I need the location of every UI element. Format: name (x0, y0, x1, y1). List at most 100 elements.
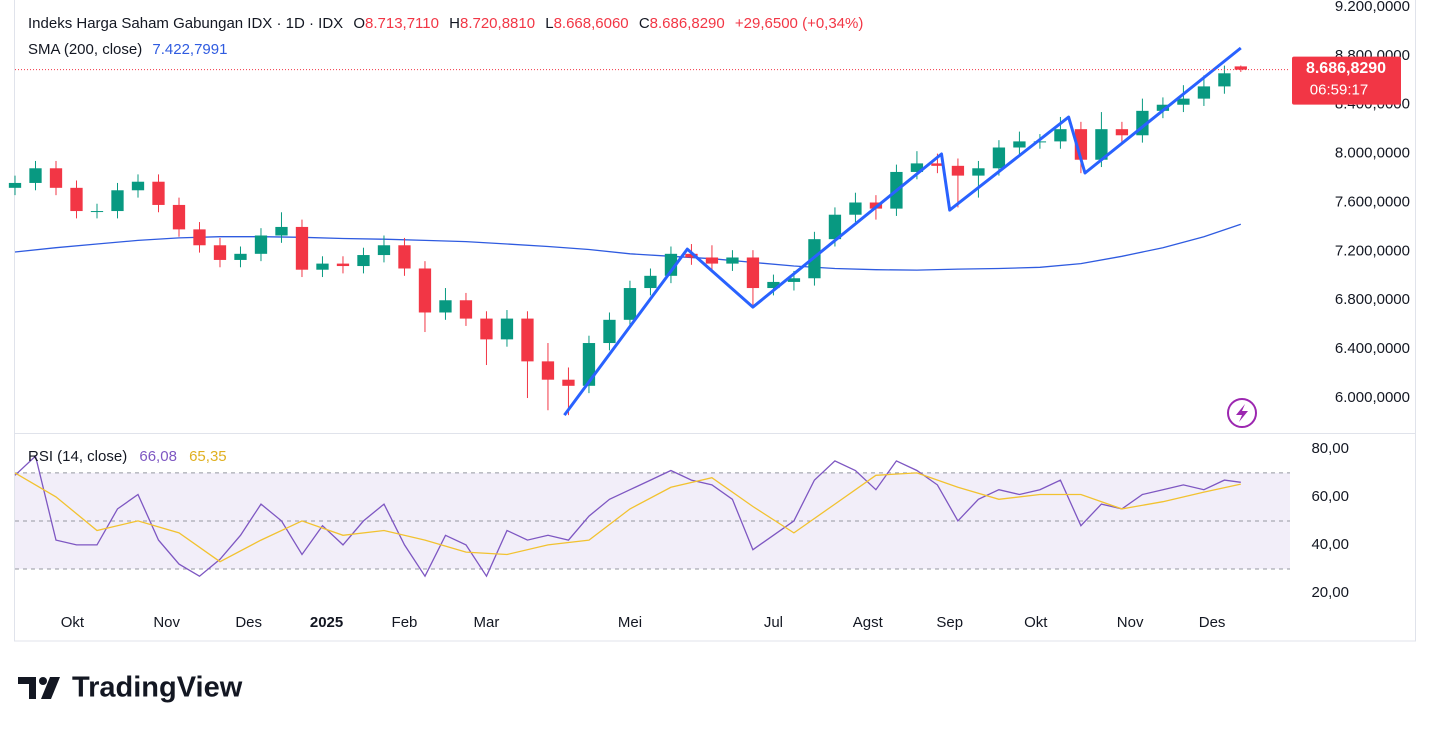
x-tick-label: Des (1199, 614, 1226, 631)
candle-body (49, 168, 63, 188)
candle-body (234, 253, 247, 260)
x-tick-label: Jul (764, 614, 783, 631)
x-tick-label: Mar (474, 614, 500, 631)
candle-body (295, 226, 309, 270)
candle-body (418, 268, 432, 313)
ohlc-key: C (639, 15, 650, 32)
candle-body (644, 275, 657, 289)
x-tick-label: Des (235, 614, 262, 631)
rsi-legend: RSI (14, close) 66,08 65,35 (28, 448, 227, 465)
candle-body (8, 182, 22, 188)
price-tag (1292, 56, 1401, 105)
rsi-tick-label: 40,00 (1311, 536, 1349, 553)
icon-bolt[interactable] (1236, 404, 1248, 422)
candle-body (90, 211, 104, 213)
price-tag-countdown: 06:59:17 (1310, 82, 1368, 99)
plot (8, 46, 1290, 578)
candle-body (1218, 73, 1231, 87)
candle-body (910, 163, 924, 172)
candle-body (172, 204, 186, 230)
candle-body (623, 288, 637, 320)
logo-slash[interactable] (41, 677, 60, 699)
candle-body (131, 181, 145, 191)
candle-body (336, 263, 350, 267)
rsi-label: RSI (14, close) (28, 448, 127, 465)
x-tick-label: Mei (618, 614, 642, 631)
candle-body (664, 253, 678, 276)
sma-legend: SMA (200, close) 7.422,7991 (28, 41, 227, 58)
candle-body (726, 257, 739, 264)
brand-logo[interactable]: TradingView (18, 672, 243, 704)
candle-body (1033, 141, 1047, 143)
chart-frame (14, 0, 1416, 642)
x-tick-label: Okt (1024, 614, 1048, 631)
rsi-line (14, 454, 1241, 578)
rsi-value: 66,08 (139, 448, 177, 465)
symbol: Indeks Harga Saham Gabungan IDX · 1D · I… (28, 15, 343, 32)
x-tick-label: Sep (936, 614, 963, 631)
sma-value: 7.422,7991 (152, 41, 227, 58)
sma-label: SMA (200, close) (28, 41, 142, 58)
candle-body (439, 300, 452, 313)
rsi-tick-label: 80,00 (1311, 440, 1349, 457)
candle-body (1234, 66, 1247, 70)
candle-body (972, 168, 985, 176)
brand-name[interactable]: TradingView (72, 672, 243, 704)
candle-body (111, 190, 124, 212)
logo-dot[interactable] (39, 677, 47, 685)
y-tick-label: 6.800,0000 (1335, 291, 1410, 308)
x-tick-label: 2025 (310, 614, 343, 631)
ohlc-key: H (449, 15, 460, 32)
logo-mark[interactable] (18, 677, 36, 699)
rsi-band (15, 472, 1290, 569)
x-tick-label: Okt (61, 614, 85, 631)
candle-body (152, 181, 165, 205)
candle-body (951, 165, 965, 176)
candle-body (1197, 86, 1211, 99)
candle-body (29, 168, 42, 183)
y-tick-label: 8.000,0000 (1335, 145, 1410, 162)
candle-body (316, 263, 329, 270)
candle-body (787, 278, 801, 282)
candle-body (746, 257, 760, 289)
x-tick-label: Nov (1117, 614, 1144, 631)
candle-body (1013, 141, 1026, 148)
price-tag-value: 8.686,8290 (1306, 60, 1386, 77)
rsi-line (14, 472, 1241, 563)
candle-body (480, 318, 493, 340)
ohlc-key: L (545, 15, 553, 32)
candle-body (398, 245, 411, 269)
candle-body (521, 318, 534, 362)
sma-line (14, 223, 1242, 271)
candle-body (377, 245, 391, 256)
candle-body (459, 300, 473, 319)
alert-icon[interactable] (1227, 398, 1257, 428)
candle-body (1156, 104, 1170, 111)
candle-body (213, 245, 227, 260)
y-tick-label: 7.600,0000 (1335, 193, 1410, 210)
candle-body (685, 253, 698, 258)
candle-body (254, 235, 268, 254)
candle-body (500, 318, 514, 340)
ohlc-key: O (353, 15, 365, 32)
ohlc-value: 8.713,7110 (365, 15, 439, 32)
x-tick-label: Nov (153, 614, 180, 631)
y-tick-label: 7.200,0000 (1335, 242, 1410, 259)
rsi-ma-value: 65,35 (189, 448, 227, 465)
candle-body (705, 257, 719, 264)
candle-body (603, 319, 616, 344)
candle-body (828, 214, 842, 240)
rsi-tick-label: 60,00 (1311, 488, 1349, 505)
ohlc-value: 8.720,8810 (460, 15, 535, 32)
change: +29,6500 (+0,34%) (735, 15, 863, 32)
candle-body (849, 202, 862, 215)
y-tick-label: 6.400,0000 (1335, 340, 1410, 357)
x-tick-label: Agst (853, 614, 884, 631)
candle-body (992, 147, 1006, 169)
candle-body (357, 255, 370, 267)
candle-body (1095, 129, 1108, 160)
y-tick-label: 9.200,0000 (1335, 0, 1410, 15)
x-tick-label: Feb (392, 614, 418, 631)
ohlc-value: 8.686,8290 (650, 15, 725, 32)
